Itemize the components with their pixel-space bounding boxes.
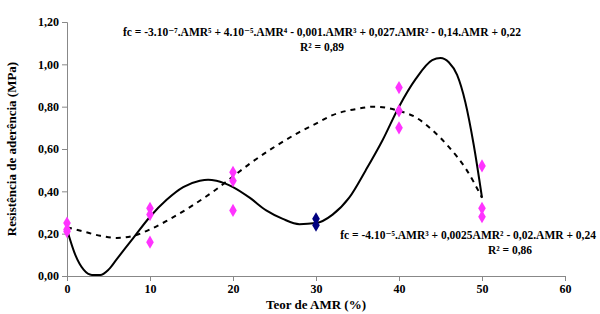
data-point xyxy=(229,204,237,217)
x-tick-label: 20 xyxy=(228,282,240,296)
fit-curve xyxy=(67,58,482,275)
y-tick-mark xyxy=(62,107,67,108)
data-point xyxy=(478,210,486,223)
y-tick: 0,80 xyxy=(38,100,67,114)
y-tick: 0,20 xyxy=(38,227,67,241)
y-tick-label: 0,20 xyxy=(38,227,59,241)
equation: R² = 0,89 xyxy=(300,41,344,53)
points xyxy=(63,81,486,249)
y-tick-label: 1,00 xyxy=(38,58,59,72)
x-tick-mark xyxy=(150,276,151,281)
y-tick-label: 0,60 xyxy=(38,142,59,156)
x-tick: 50 xyxy=(477,276,489,296)
y-tick: 1,20 xyxy=(38,15,67,29)
x-axis-title: Teor de AMR (%) xyxy=(266,297,366,312)
y-tick: 0,00 xyxy=(38,269,67,283)
x-tick-mark xyxy=(233,276,234,281)
y-tick-mark xyxy=(62,22,67,23)
x-tick-label: 40 xyxy=(394,282,406,296)
x-tick-mark xyxy=(316,276,317,281)
x-tick: 20 xyxy=(228,276,240,296)
y-tick: 0,60 xyxy=(38,142,67,156)
plot: 0 10 20 30 40 50 60 0,00 0,20 0,40 0,60 0,80 1,00 1,2… xyxy=(38,15,572,295)
x-tick-mark xyxy=(399,276,400,281)
data-point xyxy=(146,236,154,249)
y-tick-label: 0,80 xyxy=(38,100,59,114)
data-point xyxy=(229,174,237,187)
data-point xyxy=(395,81,403,94)
x-tick: 40 xyxy=(394,276,406,296)
x-tick-label: 50 xyxy=(477,282,489,296)
data-point xyxy=(395,104,403,117)
x-tick-label: 60 xyxy=(560,282,572,296)
y-tick-mark xyxy=(62,191,67,192)
x-tick: 10 xyxy=(145,276,157,296)
x-tick-label: 30 xyxy=(311,282,323,296)
x-tick-mark xyxy=(565,276,566,281)
fit-curve xyxy=(67,107,482,238)
data-point xyxy=(63,225,71,238)
y-tick: 1,00 xyxy=(38,58,67,72)
chart: 0 10 20 30 40 50 60 0,00 0,20 0,40 0,60 0,80 1,00 1,2… xyxy=(0,0,600,314)
x-tick: 0 xyxy=(65,276,71,296)
y-tick-label: 0,40 xyxy=(38,185,59,199)
y-axis-title: Resistência de aderência (MPa) xyxy=(4,62,19,236)
x-axis-line xyxy=(68,277,566,282)
x-tick-label: 0 xyxy=(65,282,71,296)
x-tick-label: 10 xyxy=(145,282,157,296)
x-tick: 30 xyxy=(311,276,323,296)
y-axis: 0,00 0,20 0,40 0,60 0,80 1,00 1,20 xyxy=(38,15,68,283)
y-tick-mark xyxy=(62,64,67,65)
y-tick-mark xyxy=(62,276,67,277)
x-tick: 60 xyxy=(560,276,572,296)
y-tick-mark xyxy=(62,149,67,150)
y-tick-label: 0,00 xyxy=(38,269,59,283)
y-axis-line xyxy=(62,23,68,277)
data-point xyxy=(312,219,320,232)
lines xyxy=(67,58,482,275)
data-point xyxy=(478,159,486,172)
equation: fc = -3.10⁻⁷.AMR⁵ + 4.10⁻⁵.AMR⁴ - 0,001.… xyxy=(123,26,521,38)
x-tick-mark xyxy=(482,276,483,281)
x-axis: 0 10 20 30 40 50 60 xyxy=(65,276,572,296)
equation: fc = -4.10⁻⁵.AMR³ + 0,0025AMR² - 0,02.AM… xyxy=(340,229,596,241)
y-tick: 0,40 xyxy=(38,185,67,199)
equation: R² = 0,86 xyxy=(488,244,532,256)
data-point xyxy=(146,208,154,221)
data-point xyxy=(395,121,403,134)
y-tick-label: 1,20 xyxy=(38,15,59,29)
